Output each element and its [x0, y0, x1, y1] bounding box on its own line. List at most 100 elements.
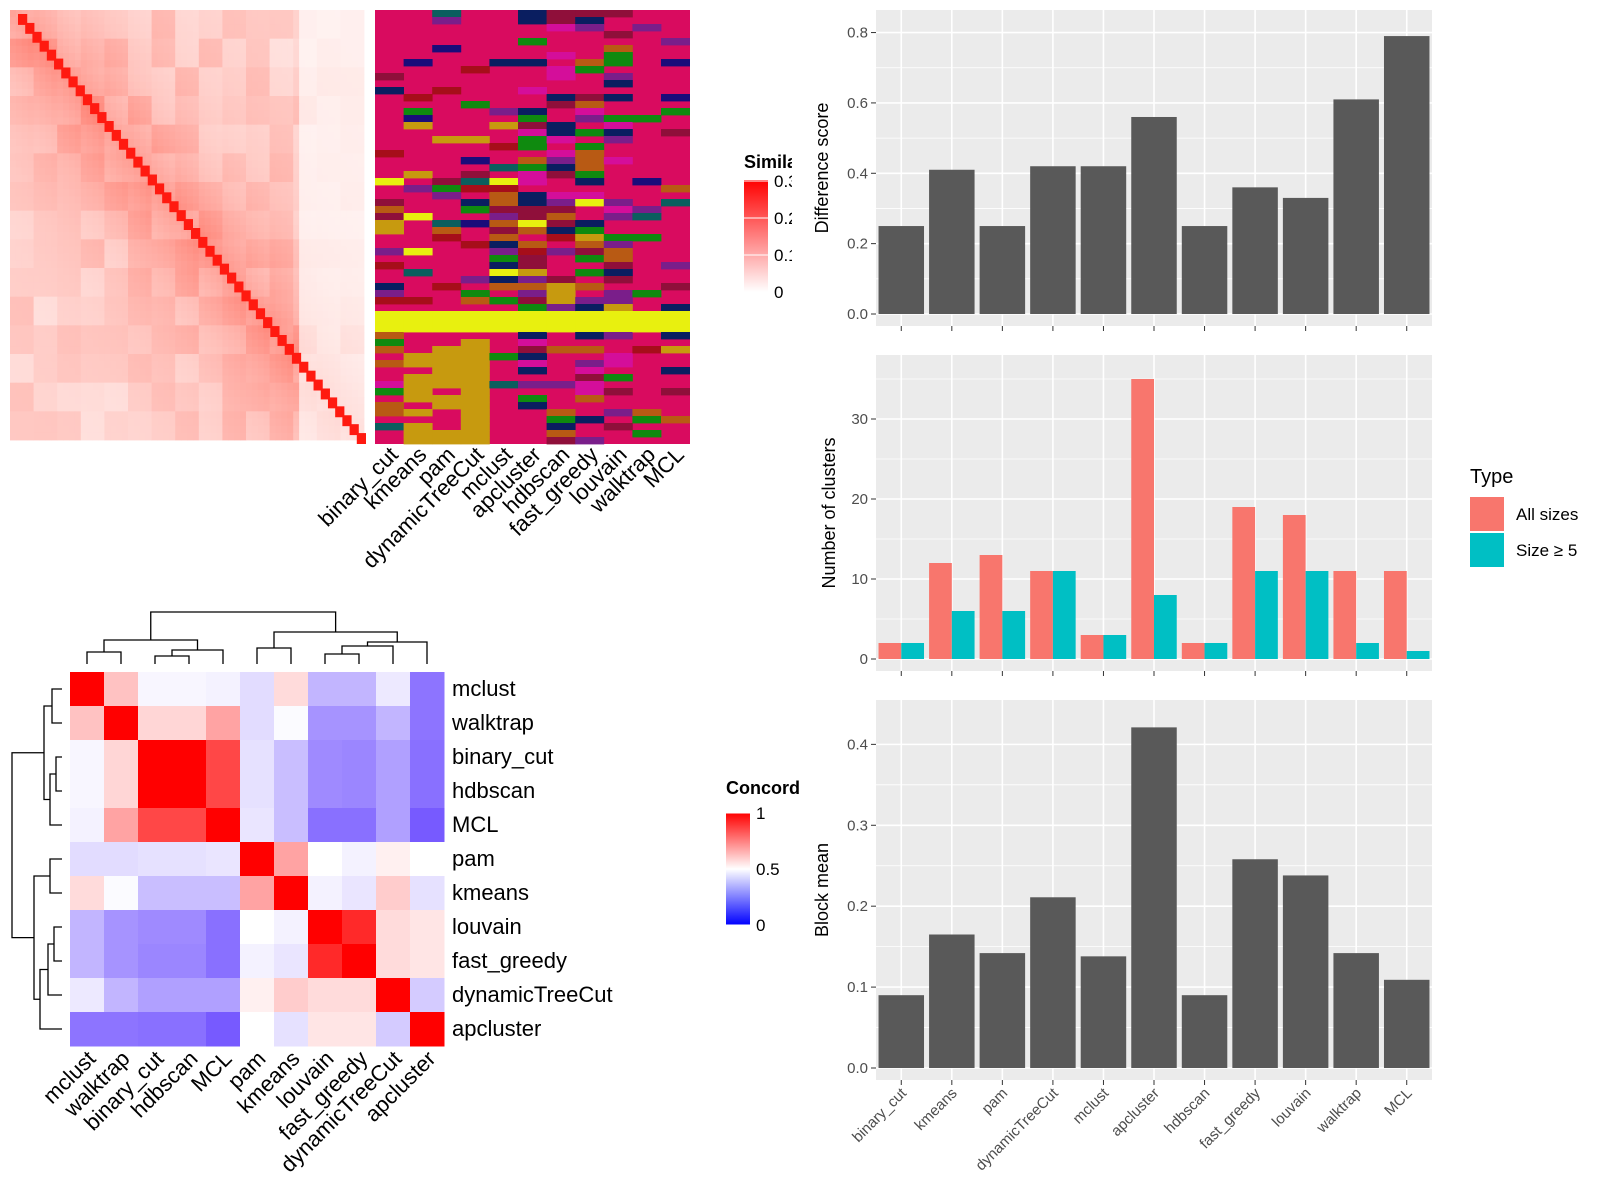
similarity-cell: [86, 131, 93, 140]
similarity-cell: [45, 17, 52, 25]
similarity-cell: [169, 17, 176, 25]
similarity-cell: [133, 239, 141, 247]
y-tick-label: 0.2: [847, 236, 868, 253]
similarity-cell: [234, 303, 241, 312]
similarity-cell: [352, 332, 359, 341]
similarity-cell: [21, 382, 29, 391]
similarity-cell: [340, 160, 347, 169]
similarity-cell: [181, 53, 188, 61]
similarity-diagonal-block: [349, 424, 359, 436]
similarity-cell: [204, 38, 211, 47]
block-mean-ylabel: Block mean: [812, 843, 832, 937]
similarity-cell: [228, 432, 235, 441]
similarity-cell: [352, 239, 359, 247]
similarity-cell: [192, 397, 200, 405]
similarity-cell: [352, 325, 359, 333]
similarity-cell: [352, 160, 359, 169]
similarity-cell: [204, 375, 211, 384]
partition-cell: [375, 325, 404, 333]
similarity-cell: [192, 425, 200, 434]
similarity-cell: [263, 210, 270, 219]
similarity-cell: [328, 139, 335, 147]
partition-cell: [460, 311, 490, 319]
similarity-cell: [39, 268, 46, 276]
similarity-cell: [69, 418, 76, 427]
similarity-cell: [51, 196, 58, 204]
similarity-cell: [92, 38, 99, 47]
similarity-cell: [145, 325, 152, 333]
similarity-cell: [15, 110, 23, 118]
similarity-cell: [334, 318, 341, 326]
similarity-cell: [352, 131, 359, 140]
similarity-cell: [293, 103, 300, 111]
similarity-cell: [80, 411, 88, 419]
cell-binary_cut-pam: [240, 740, 275, 775]
similarity-cell: [10, 189, 17, 197]
similarity-cell: [163, 296, 170, 305]
partition-cell: [489, 325, 519, 333]
similarity-cell: [305, 96, 312, 104]
similarity-cell: [287, 325, 294, 333]
similarity-cell: [116, 375, 123, 384]
similarity-cell: [157, 296, 164, 305]
similarity-cell: [251, 432, 259, 441]
similarity-cell: [21, 153, 29, 161]
similarity-cell: [74, 203, 82, 212]
partition-cell: [546, 430, 576, 438]
similarity-cell: [45, 31, 52, 40]
similarity-cell: [204, 203, 211, 212]
partition-cell: [518, 17, 547, 25]
similarity-cell: [346, 404, 353, 412]
similarity-cell: [346, 10, 353, 18]
partition-cell: [403, 325, 433, 333]
similarity-cell: [63, 117, 70, 126]
similarity-cell: [346, 354, 353, 362]
similarity-cell: [45, 339, 52, 348]
similarity-cell: [122, 189, 129, 197]
similarity-cell: [151, 96, 158, 104]
similarity-cell: [110, 432, 117, 441]
similarity-cell: [322, 110, 329, 118]
similarity-cell: [116, 203, 123, 212]
similarity-cell: [299, 217, 306, 226]
similarity-cell: [316, 196, 324, 204]
similarity-cell: [139, 389, 147, 398]
similarity-cell: [340, 325, 347, 333]
similarity-cell: [222, 167, 229, 176]
similarity-cell: [163, 275, 170, 283]
similarity-cell: [57, 167, 64, 176]
similarity-cell: [234, 404, 241, 412]
similarity-cell: [15, 174, 23, 183]
similarity-cell: [310, 389, 318, 398]
similarity-cell: [228, 296, 235, 305]
similarity-cell: [169, 289, 176, 298]
partition-cell: [546, 66, 576, 74]
similarity-cell: [234, 311, 241, 319]
partition-cell: [575, 248, 605, 256]
similarity-cell: [281, 103, 288, 111]
similarity-cell: [63, 339, 70, 348]
similarity-cell: [275, 411, 282, 419]
similarity-cell: [305, 10, 312, 18]
similarity-cell: [192, 268, 200, 276]
similarity-cell: [128, 275, 135, 283]
similarity-cell: [322, 375, 329, 384]
similarity-cell: [263, 24, 270, 32]
similarity-cell: [175, 189, 182, 197]
similarity-cell: [45, 275, 52, 283]
similarity-cell: [122, 217, 129, 226]
similarity-cell: [69, 432, 76, 441]
partition-cell: [460, 136, 490, 144]
similarity-cell: [257, 397, 265, 405]
similarity-cell: [346, 210, 353, 219]
similarity-cell: [33, 275, 40, 283]
cell-apcluster-apcluster: [410, 1012, 445, 1047]
similarity-cell: [346, 17, 353, 25]
similarity-cell: [334, 210, 341, 219]
similarity-cell: [86, 368, 93, 376]
similarity-cell: [175, 325, 182, 333]
similarity-cell: [210, 31, 217, 40]
similarity-cell: [128, 182, 135, 190]
cell-pam-dynamicTreeCut: [376, 842, 411, 877]
